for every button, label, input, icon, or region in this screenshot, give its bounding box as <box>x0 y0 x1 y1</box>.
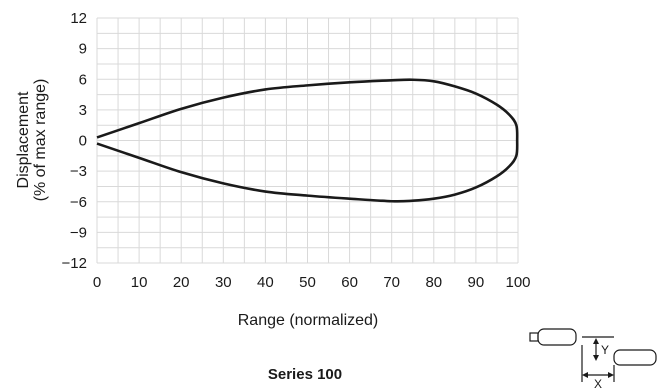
y-tick-label: 3 <box>79 102 87 119</box>
x-tick-label: 100 <box>505 274 530 291</box>
y-dimension-label: Y <box>601 343 609 357</box>
detection-envelope-line <box>96 78 519 203</box>
y-arrow-up-icon <box>593 338 599 344</box>
y-tick-label: 12 <box>70 10 87 27</box>
y-tick-label: −9 <box>70 224 87 241</box>
x-tick-label: 0 <box>93 274 101 291</box>
y-tick-label: −3 <box>70 163 87 180</box>
x-tick-label: 10 <box>131 274 148 291</box>
x-dimension-label: X <box>594 377 602 391</box>
y-arrow-down-icon <box>593 355 599 361</box>
y-axis-title-line1: Displacement <box>15 91 32 188</box>
x-arrow-left-icon <box>582 372 588 378</box>
x-tick-label: 90 <box>468 274 485 291</box>
chart-title: Series 100 <box>268 366 342 383</box>
y-tick-label: 6 <box>79 71 87 88</box>
sensor-icon <box>529 328 577 346</box>
y-axis-title-line2: (% of max range) <box>32 79 49 202</box>
x-tick-label: 60 <box>341 274 358 291</box>
x-tick-label: 40 <box>257 274 274 291</box>
y-tick-labels: 12 9 6 3 0 −3 −6 −9 −12 <box>62 10 87 272</box>
y-tick-label: −6 <box>70 194 87 211</box>
x-axis-title: Range (normalized) <box>238 312 379 329</box>
sensor-target-diagram: Y X <box>529 328 657 391</box>
y-axis-title: Displacement (% of max range) <box>15 79 49 202</box>
y-tick-label: 0 <box>79 133 87 150</box>
plot-area <box>96 78 519 203</box>
y-tick-label: −12 <box>62 255 87 272</box>
target-icon <box>613 349 657 366</box>
x-arrow-right-icon <box>608 372 614 378</box>
y-tick-label: 9 <box>79 41 87 58</box>
x-tick-label: 80 <box>425 274 442 291</box>
x-tick-label: 20 <box>173 274 190 291</box>
x-tick-label: 70 <box>383 274 400 291</box>
x-tick-label: 50 <box>299 274 316 291</box>
x-tick-labels: 0 10 20 30 40 50 60 70 80 90 100 <box>93 274 531 291</box>
grid <box>96 17 519 264</box>
x-tick-label: 30 <box>215 274 232 291</box>
